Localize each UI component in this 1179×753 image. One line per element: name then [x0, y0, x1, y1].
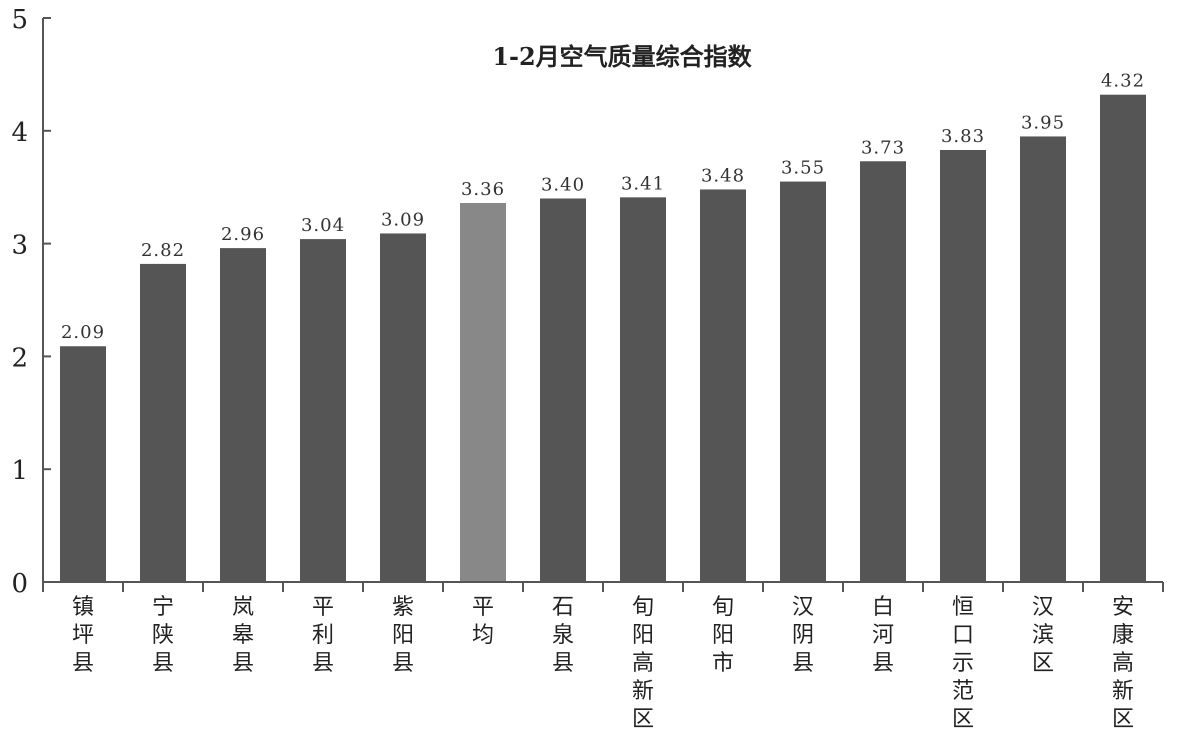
- x-tick-label: 宁陕县: [152, 595, 174, 676]
- bar: [1100, 94, 1146, 582]
- bar: [780, 181, 826, 582]
- data-label: 3.36: [461, 179, 505, 200]
- data-label: 3.04: [301, 215, 345, 236]
- data-label: 3.40: [541, 174, 585, 195]
- x-tick-label: 岚皋县: [232, 595, 254, 676]
- x-tick-label: 汉阴县: [792, 595, 814, 676]
- y-tick-label: 0: [11, 569, 28, 599]
- x-tick-label: 汉滨区: [1032, 595, 1054, 676]
- x-tick-label: 旬阳高新区: [632, 595, 654, 732]
- bar: [620, 197, 666, 583]
- data-label: 3.09: [381, 209, 425, 230]
- bar: [300, 239, 346, 582]
- bar: [380, 233, 426, 582]
- x-tick-label: 镇坪县: [72, 595, 94, 676]
- x-tick-label: 紫阳县: [392, 595, 414, 676]
- x-tick-label: 平均: [472, 595, 494, 648]
- data-label: 3.55: [781, 158, 825, 179]
- bars: [60, 94, 1146, 583]
- data-label: 2.09: [61, 322, 105, 343]
- data-labels: 2.09 2.82 2.96 3.04 3.09 3.36 3.40 3.41 3.48 3.55…: [61, 71, 1145, 344]
- bar: [140, 263, 186, 582]
- x-tick-label: 安康高新区: [1112, 595, 1134, 732]
- x-tick-label: 平利县: [312, 595, 334, 676]
- x-axis-labels: 镇坪县 宁陕县 岚皋县 平利县 紫阳县 平均 石泉县 旬阳高新区 旬阳市 汉阴县 白河县 恒口示范区 汉…: [42, 582, 1164, 732]
- data-label: 2.96: [221, 224, 265, 245]
- bar: [860, 161, 906, 583]
- bar: [60, 346, 106, 582]
- y-tick-label: 5: [11, 5, 28, 35]
- x-tick-label: 恒口示范区: [952, 595, 974, 732]
- data-label: 4.32: [1101, 71, 1145, 92]
- x-tick-label: 旬阳市: [712, 595, 734, 676]
- bar: [940, 149, 986, 582]
- bar: [460, 202, 506, 582]
- data-label: 3.95: [1021, 112, 1065, 133]
- x-tick-label: 石泉县: [552, 595, 574, 676]
- data-label: 3.41: [621, 173, 665, 194]
- data-label: 3.48: [701, 165, 745, 186]
- bar: [540, 198, 586, 583]
- y-tick-label: 2: [11, 343, 28, 373]
- chart-title: 1-2月空气质量综合指数: [492, 42, 752, 71]
- y-tick-label: 4: [11, 118, 28, 148]
- y-tick-label: 1: [11, 456, 28, 486]
- data-label: 3.73: [861, 137, 905, 158]
- bar: [1020, 136, 1066, 582]
- data-label: 2.82: [141, 240, 185, 261]
- bar: [700, 189, 746, 582]
- x-tick-label: 白河县: [872, 595, 894, 676]
- y-tick-label: 3: [11, 231, 28, 261]
- y-axis-ticks: 0 1 2 3 4 5: [11, 5, 51, 599]
- bar: [220, 248, 266, 582]
- data-label: 3.83: [941, 126, 985, 147]
